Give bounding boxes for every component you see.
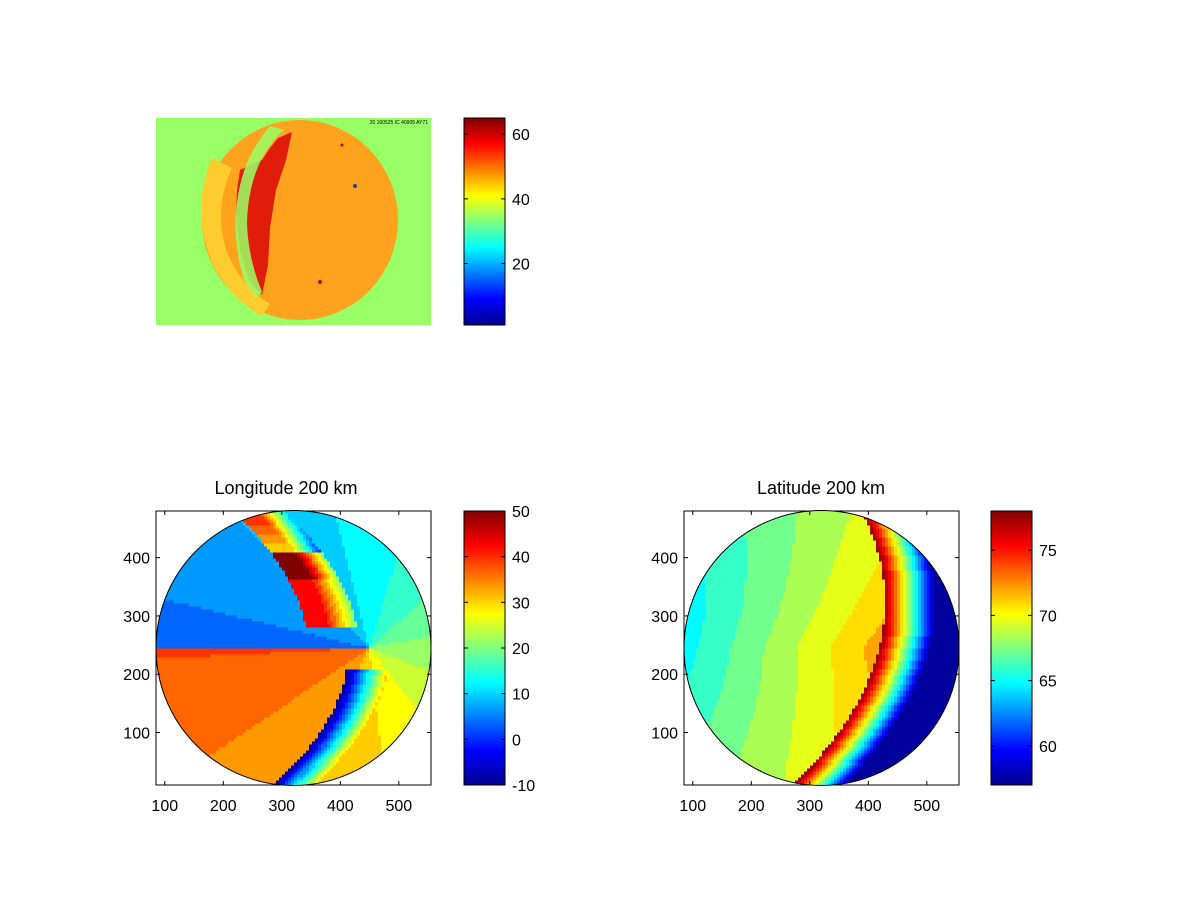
colorbar-longitude-tick-label: 20 [512,641,530,658]
colorbar-image-tick-label: 40 [512,192,530,209]
image-disk-edge-band [201,158,270,316]
panel-longitude: Longitude 200 km 100 200 300 400 500 1002003… [123,478,535,815]
lat-y-tick-label: 100 [651,726,678,743]
colorbar-image-tick-label: 20 [512,257,530,274]
lat-x-tick-label: 100 [679,798,706,815]
lon-x-tick-label: 300 [268,798,295,815]
image-speck [353,184,357,188]
lat-disk-outline [683,510,960,786]
lon-disk-outline [155,510,432,786]
image-speck [318,280,322,284]
latitude-disk [683,510,960,786]
panel-latitude: Latitude 200 km 100 200 300 400 500 100 200 30… [651,478,1057,815]
colorbar-longitude-gradient [463,510,506,786]
lat-y-tick-label: 300 [651,609,678,626]
colorbar-longitude-tick-label: 10 [512,687,530,704]
panel-image: 20 160525 IC 40905 AY71 20 40 60 [156,117,530,326]
longitude-disk [155,510,432,786]
lon-x-tick-label: 200 [210,798,237,815]
colorbar-longitude-tick-label: -10 [512,778,535,795]
longitude-title: Longitude 200 km [214,478,357,498]
colorbar-latitude-tick-label: 65 [1039,674,1057,691]
colorbar-longitude-tick-label: 0 [512,732,521,749]
colorbar-image-gradient [463,117,506,326]
lon-y-tick-label: 300 [123,609,150,626]
lat-x-tick-label: 200 [738,798,765,815]
lat-y-tick-label: 400 [651,551,678,568]
colorbar-latitude-tick-label: 70 [1039,608,1057,625]
lon-y-tick-label: 200 [123,667,150,684]
colorbar-image-ticks: 20 40 60 [464,127,530,274]
colorbar-latitude-tick-label: 75 [1039,543,1057,560]
colorbar-longitude-tick-label: 30 [512,595,530,612]
latitude-y-axis: 100 200 300 400 [651,551,959,743]
lon-x-tick-label: 100 [151,798,178,815]
colorbar-image-tick-label: 60 [512,127,530,144]
colorbar-image: 20 40 60 [463,117,530,326]
image-green-channel [235,126,284,298]
colorbar-longitude: -10 0 10 20 30 40 50 [463,504,535,795]
latitude-title: Latitude 200 km [757,478,885,498]
lat-x-tick-label: 300 [796,798,823,815]
image-speck [340,143,344,147]
colorbar-longitude-ticks: -10 0 10 20 30 40 50 [464,504,535,795]
colorbar-latitude: 60 65 70 75 [990,510,1057,786]
colorbar-latitude-tick-label: 60 [1039,739,1057,756]
colorbar-longitude-tick-label: 40 [512,550,530,567]
longitude-y-axis: 100 200 300 400 [123,551,431,743]
lon-x-tick-label: 400 [327,798,354,815]
latitude-x-axis: 100 200 300 400 500 [679,511,940,815]
colorbar-latitude-gradient [990,510,1033,786]
colorbar-longitude-tick-label: 50 [512,504,530,521]
lat-y-tick-label: 200 [651,667,678,684]
lon-x-tick-label: 500 [385,798,412,815]
lat-x-tick-label: 400 [855,798,882,815]
lon-y-tick-label: 400 [123,551,150,568]
lon-y-tick-label: 100 [123,726,150,743]
image-header-text: 20 160525 IC 40905 AY71 [370,120,429,126]
longitude-x-axis: 100 200 300 400 500 [151,511,412,815]
lat-x-tick-label: 500 [913,798,940,815]
colorbar-latitude-ticks: 60 65 70 75 [991,543,1057,756]
image-heatmap: 20 160525 IC 40905 AY71 [156,118,431,325]
